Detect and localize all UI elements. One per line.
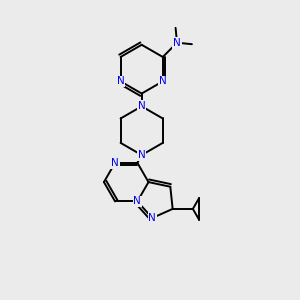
Text: N: N: [134, 196, 141, 206]
Text: N: N: [138, 101, 146, 111]
Text: N: N: [148, 213, 156, 223]
Text: N: N: [117, 76, 124, 86]
Text: N: N: [138, 150, 146, 160]
Text: N: N: [159, 76, 167, 86]
Text: N: N: [173, 38, 181, 48]
Text: N: N: [111, 158, 119, 168]
